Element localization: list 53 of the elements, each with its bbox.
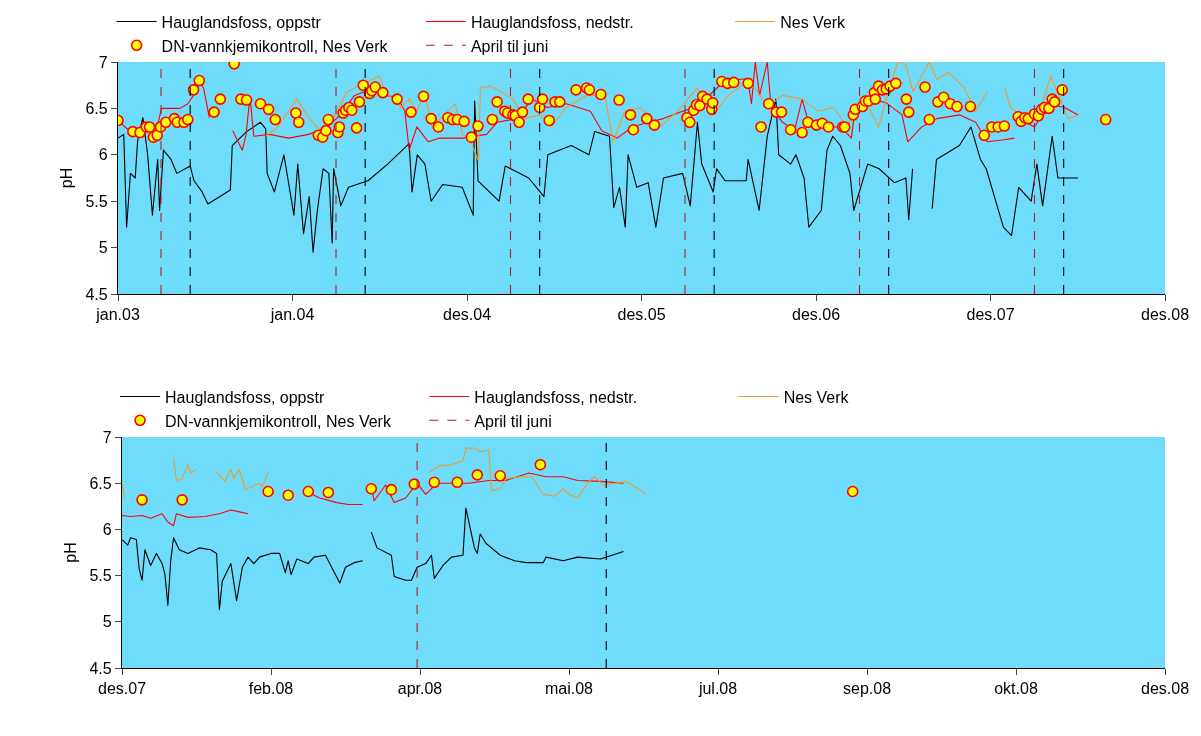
x-tick-label: des.07: [97, 680, 147, 698]
y-tick-label: 5: [102, 613, 112, 631]
point: [302, 485, 315, 498]
x-tick-label: des.08: [1140, 680, 1190, 698]
legend-label: Nes Verk: [780, 13, 847, 31]
y-tick-label: 5.5: [85, 192, 108, 210]
point: [846, 485, 859, 498]
point: [494, 470, 507, 482]
x-tick-label: jan.04: [269, 306, 315, 324]
x-tick-label: jul.08: [697, 680, 738, 698]
x-tick-label: des.08: [1140, 306, 1190, 324]
y-tick-label: 7: [102, 428, 112, 446]
y-axis-title: pH: [58, 167, 76, 189]
y-tick-label: 6: [98, 146, 108, 164]
x-tick-label: mai.08: [544, 680, 594, 698]
legend-label: Hauglandsfoss, oppstr: [165, 388, 325, 406]
legend-label: Hauglandsfoss, oppstr: [161, 13, 322, 31]
x-tick-label: sep.08: [842, 680, 892, 698]
x-tick-label: des.06: [791, 306, 841, 324]
x-tick-label: jan.03: [95, 306, 140, 324]
legend-label: April til juni: [474, 412, 552, 430]
x-tick-label: des.05: [617, 306, 666, 324]
legend-label: Hauglandsfoss, nedstr.: [474, 388, 638, 406]
legend-label: Nes Verk: [783, 388, 850, 406]
legend-label: Hauglandsfoss, nedstr.: [470, 13, 634, 31]
x-tick-label: des.07: [966, 306, 1015, 324]
y-axis-title: pH: [62, 542, 80, 563]
point: [451, 476, 464, 489]
y-tick-label: 5: [98, 239, 108, 257]
point: [136, 494, 148, 506]
y-tick-label: 6.5: [85, 100, 108, 117]
y-tick-label: 7: [98, 53, 108, 71]
y-tick-label: 6: [102, 521, 112, 538]
legend-label: DN-vannkjemikontroll, Nes Verk: [161, 37, 389, 55]
point: [322, 486, 335, 499]
point: [176, 494, 188, 506]
x-tick-label: des.04: [442, 306, 492, 324]
x-tick-label: apr.08: [397, 680, 443, 698]
y-tick-label: 5.5: [89, 567, 112, 585]
point: [282, 489, 294, 502]
y-tick-label: 4.5: [85, 285, 108, 303]
point: [471, 469, 484, 481]
point: [385, 483, 398, 496]
point: [428, 476, 441, 489]
point: [262, 485, 274, 498]
y-tick-label: 6.5: [89, 474, 112, 492]
legend-label: DN-vannkjemikontroll, Nes Verk: [165, 412, 392, 430]
y-tick-label: 4.5: [89, 659, 112, 677]
x-tick-label: okt.08: [994, 680, 1038, 698]
point: [365, 482, 378, 495]
point: [534, 458, 547, 471]
legend-label: April til juni: [470, 37, 549, 55]
x-tick-label: feb.08: [248, 680, 294, 698]
